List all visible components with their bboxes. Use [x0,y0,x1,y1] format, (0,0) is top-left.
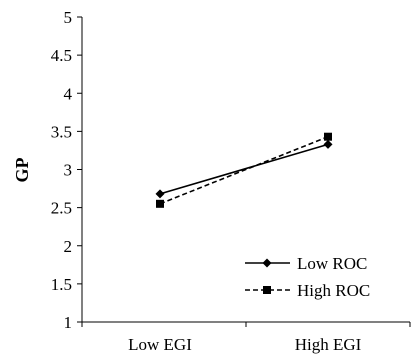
y-tick-label: 4 [64,84,73,103]
series-low-roc [155,139,333,199]
x-ticks: Low EGI High EGI [81,322,411,354]
y-tick-label: 3.5 [51,122,72,141]
y-tick-label: 1.5 [51,275,72,294]
y-tick-label: 2 [64,237,73,256]
data-point [323,139,333,149]
y-axis-label: GP [12,157,32,182]
legend-label: High ROC [297,281,370,300]
legend-marker [263,286,271,294]
x-tick-label: High EGI [295,335,362,354]
x-tick-label: Low EGI [128,335,192,354]
series-high-roc [156,132,332,208]
y-ticks: 1 1.5 2 2.5 3 3.5 4 4.5 5 [51,8,82,332]
y-tick-label: 5 [64,8,73,27]
legend-marker [262,258,272,268]
series-line [159,143,329,195]
legend-label: Low ROC [297,254,367,273]
legend: Low ROC High ROC [245,254,370,300]
y-tick-label: 1 [64,313,73,332]
legend-item: High ROC [245,281,370,300]
y-tick-label: 3 [64,161,73,180]
legend-item: Low ROC [245,254,367,273]
y-tick-label: 4.5 [51,46,72,65]
series-line [159,135,329,205]
series-group [155,132,333,208]
data-point [155,189,165,199]
data-point [156,199,164,208]
data-point [324,132,332,141]
y-tick-label: 2.5 [51,199,72,218]
